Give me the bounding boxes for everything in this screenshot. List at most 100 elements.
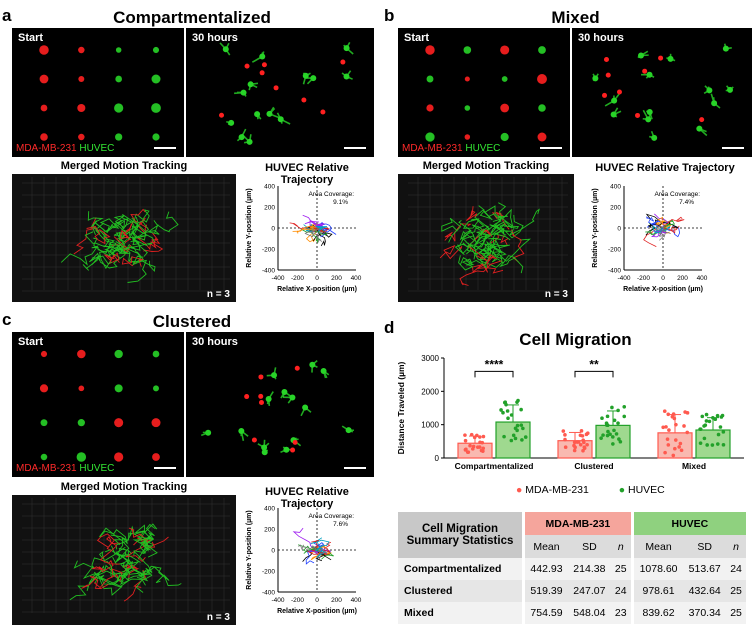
panel-c-start-dots <box>39 349 161 462</box>
cell-spot <box>39 45 49 55</box>
cell-trajectory <box>656 221 679 229</box>
cell-spot <box>152 350 160 358</box>
y-tick-label: 3000 <box>421 354 439 363</box>
area-coverage-value: 9.1% <box>333 199 348 206</box>
panel-c-tracks <box>22 498 230 613</box>
y-axis-label: Relative Y-position (µm) <box>592 188 599 267</box>
track-path <box>124 209 150 227</box>
col-sd: SD <box>582 540 597 553</box>
y-tick-label: 0 <box>617 226 621 233</box>
panel-c-n-count: n = 3 <box>206 612 230 623</box>
col-mean: Mean <box>630 535 684 558</box>
huvec-cell <box>277 116 284 123</box>
track-path <box>91 559 114 573</box>
huvec-cell <box>610 111 617 118</box>
huvec-cell <box>706 87 713 94</box>
data-point <box>605 433 610 438</box>
data-point <box>617 437 621 441</box>
cell-trajectory <box>316 225 328 232</box>
chart-legend: ● MDA-MB-231 ● HUVEC <box>516 484 746 496</box>
track-path <box>491 211 510 230</box>
cell-trajectory <box>645 216 664 229</box>
x-tick-label: -400 <box>271 597 284 604</box>
mda-cell <box>301 97 307 103</box>
data-point <box>521 426 525 431</box>
panel-a-legend: MDA-MB-231 HUVEC <box>16 143 114 154</box>
huvec-cell <box>343 45 350 52</box>
track-path <box>96 533 120 551</box>
huvec-cell <box>265 396 272 403</box>
data-point <box>618 439 623 444</box>
panel-b-title: Mixed <box>551 8 600 27</box>
cell-trajectory <box>307 549 327 555</box>
cell-migration-bar-chart: 3000 2000 1000 0 Distance Traveled (µm) Compa… <box>396 354 744 471</box>
data-point <box>611 435 615 439</box>
y-axis-label: Relative Y-position (µm) <box>246 188 253 267</box>
cell-spot <box>152 46 160 54</box>
data-point <box>677 445 681 449</box>
cell-spot <box>152 133 160 141</box>
x-category-label: Mixed <box>682 461 706 471</box>
data-point <box>563 433 567 437</box>
track-path <box>143 565 170 584</box>
track-path <box>97 243 131 254</box>
track-path <box>439 244 463 260</box>
table-row: Clustered 519.39 247.07 24 978.61 432.64… <box>398 580 746 602</box>
cell-trajectory <box>652 225 664 234</box>
data-point <box>710 443 715 447</box>
data-point <box>475 445 480 449</box>
cell-trajectory <box>662 216 685 229</box>
track-path <box>139 569 152 586</box>
track-path <box>88 567 132 585</box>
panel-b-motion-tracking: Merged Motion Tracking n = 3 <box>398 159 574 302</box>
cell-trajectory <box>303 227 318 238</box>
cell-spot <box>538 46 546 54</box>
panel-a-30h-cells <box>219 41 354 145</box>
huvec-cell <box>711 100 718 107</box>
data-point <box>666 443 671 447</box>
panel-b-start-label: Start <box>404 32 430 44</box>
y-tick-label: -200 <box>262 569 275 576</box>
track-path <box>475 224 491 246</box>
track-path <box>99 527 141 563</box>
track-path <box>73 545 116 569</box>
track-path <box>469 233 487 260</box>
track-path <box>122 564 140 580</box>
x-tick-label: 0 <box>661 275 665 282</box>
data-point <box>513 436 518 441</box>
data-point <box>506 416 510 421</box>
data-point <box>515 423 520 428</box>
cell-spot <box>537 132 547 142</box>
legend-red-label: MDA-MB-231 <box>16 463 77 474</box>
cell-trajectory <box>310 227 324 243</box>
y-tick-label: -200 <box>262 247 275 254</box>
cell-spot <box>114 103 124 113</box>
data-point <box>612 418 617 423</box>
data-point <box>678 441 683 446</box>
track-path <box>93 571 123 596</box>
x-axis-label: Relative X-position (µm) <box>277 286 357 293</box>
legend-red-label: MDA-MB-231 <box>402 143 463 154</box>
data-point <box>662 409 667 413</box>
track-path <box>135 524 153 541</box>
cell-trajectory <box>305 228 318 243</box>
data-point <box>601 433 605 437</box>
significance-label: ** <box>589 357 599 371</box>
track-path <box>115 525 146 550</box>
data-point <box>475 433 479 438</box>
mda-cell <box>258 374 264 380</box>
x-axis-label: Relative X-position (µm) <box>277 608 357 615</box>
track-path <box>441 217 462 243</box>
x-tick-label: 0 <box>315 275 319 282</box>
legend-red-label: MDA-MB-231 <box>16 143 77 154</box>
y-axis-label: Distance Traveled (µm) <box>396 361 406 454</box>
data-point <box>606 429 610 434</box>
data-point <box>509 438 514 443</box>
track-path <box>103 230 117 257</box>
huvec-cell <box>667 55 674 62</box>
track-path <box>132 231 147 246</box>
mda-cell <box>258 400 264 406</box>
panel-a-trajectory-plot: -400 -200 0 200 400 400 200 0 -200 -400 Relative X… <box>246 184 362 294</box>
data-point <box>713 417 718 422</box>
cell-trajectory <box>657 216 672 229</box>
